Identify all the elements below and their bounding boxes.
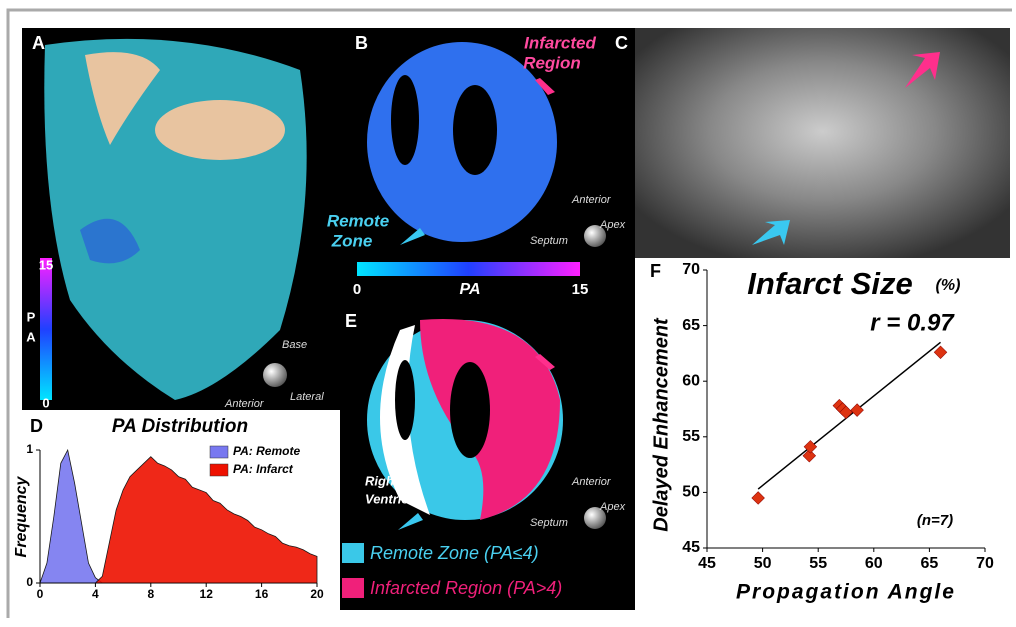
colorbar bbox=[40, 258, 52, 400]
x-tick-label: 20 bbox=[310, 587, 324, 601]
x-tick-label: 60 bbox=[865, 555, 883, 572]
x-tick-label: 8 bbox=[147, 587, 154, 601]
legend-swatch bbox=[209, 463, 229, 477]
y-tick-label: 1 bbox=[26, 442, 33, 456]
orientation-label: Septum bbox=[530, 235, 568, 247]
annotation: Infarcted bbox=[524, 33, 596, 52]
orientation-ball bbox=[584, 507, 606, 529]
colorbar-min: 0 bbox=[353, 281, 361, 298]
valve bbox=[155, 100, 285, 160]
x-tick-label: 55 bbox=[809, 555, 827, 572]
annotation: r = 0.97 bbox=[870, 309, 955, 336]
legend-swatch bbox=[342, 578, 364, 598]
x-tick-label: 0 bbox=[37, 587, 44, 601]
legend-label: Infarcted Region (PA>4) bbox=[370, 578, 562, 598]
x-axis-label: Propagation Angle bbox=[736, 581, 956, 604]
panel-letter: C bbox=[615, 33, 628, 53]
colorbar-max: 15 bbox=[572, 281, 589, 298]
data-point bbox=[850, 403, 864, 417]
colorbar-label: A bbox=[26, 329, 36, 344]
y-tick-label: 60 bbox=[682, 372, 700, 389]
arrow bbox=[752, 220, 790, 245]
x-tick-label: 16 bbox=[255, 587, 269, 601]
arrow bbox=[400, 228, 425, 245]
colorbar-label: P bbox=[27, 309, 36, 324]
orientation-label: Anterior bbox=[224, 398, 265, 410]
colorbar-min: 0 bbox=[42, 395, 49, 410]
cavity bbox=[453, 85, 497, 175]
annotation: Remote bbox=[327, 211, 389, 230]
legend-swatch bbox=[209, 445, 229, 459]
cavity bbox=[391, 75, 419, 165]
annotation: Region bbox=[523, 53, 581, 72]
arrow bbox=[398, 513, 423, 530]
x-tick-label: 70 bbox=[976, 555, 994, 572]
y-tick-label: 65 bbox=[682, 317, 700, 334]
annotation: Right bbox=[365, 473, 399, 488]
annotation: (n=7) bbox=[917, 512, 953, 529]
y-tick-label: 70 bbox=[682, 261, 700, 278]
legend-label: PA: Remote bbox=[233, 444, 300, 458]
cavity bbox=[450, 362, 490, 458]
data-point bbox=[933, 345, 948, 360]
annotation: Ventricle bbox=[365, 491, 419, 506]
title-unit: (%) bbox=[936, 277, 961, 294]
legend-swatch bbox=[342, 543, 364, 563]
data-point bbox=[839, 405, 853, 420]
data-point bbox=[802, 448, 817, 463]
panel-letter: F bbox=[650, 261, 661, 281]
data-point bbox=[803, 440, 818, 454]
data-point bbox=[751, 491, 765, 505]
valve bbox=[85, 52, 160, 146]
y-axis-label: Frequency bbox=[13, 475, 30, 557]
y-axis-label: Delayed Enhancement bbox=[650, 317, 672, 532]
cavity bbox=[395, 360, 415, 440]
orientation-label: Base bbox=[282, 339, 307, 351]
panel-letter: B bbox=[355, 33, 368, 53]
chart-title: PA Distribution bbox=[112, 416, 248, 437]
colorbar-label: PA bbox=[459, 281, 480, 298]
panel-letter: A bbox=[32, 33, 45, 53]
panel-letter: E bbox=[345, 311, 357, 331]
infarct-region bbox=[420, 319, 560, 520]
annotation: Zone bbox=[331, 231, 373, 250]
orientation-ball bbox=[584, 225, 606, 247]
legend-label: PA: Infarct bbox=[233, 462, 294, 476]
y-tick-label: 55 bbox=[682, 428, 700, 445]
arrow bbox=[535, 78, 555, 95]
orientation-label: Anterior bbox=[571, 194, 612, 206]
legend-label: Remote Zone (PA≤4) bbox=[370, 543, 539, 563]
arrow bbox=[535, 354, 555, 370]
area bbox=[40, 456, 318, 584]
colorbar bbox=[357, 262, 580, 276]
orientation-label: Septum bbox=[530, 517, 568, 529]
chart-title: Infarct Size bbox=[747, 266, 912, 301]
border bbox=[6, 8, 1012, 618]
pa-region bbox=[80, 218, 140, 264]
arrow bbox=[905, 52, 940, 88]
x-tick-label: 65 bbox=[921, 555, 939, 572]
orientation-ball bbox=[263, 363, 287, 387]
x-tick-label: 4 bbox=[92, 587, 99, 601]
x-tick-label: 45 bbox=[698, 555, 716, 572]
x-tick-label: 12 bbox=[200, 587, 214, 601]
x-tick-label: 50 bbox=[754, 555, 772, 572]
orientation-label: Apex bbox=[599, 219, 626, 231]
mri-image bbox=[635, 28, 1010, 258]
y-tick-label: 45 bbox=[682, 539, 700, 556]
orientation-label: Lateral bbox=[290, 391, 324, 403]
orientation-label: Apex bbox=[599, 501, 626, 513]
colorbar-max: 15 bbox=[39, 257, 53, 272]
y-tick-label: 50 bbox=[682, 484, 700, 501]
orientation-label: Anterior bbox=[571, 476, 612, 488]
y-tick-label: 0 bbox=[26, 575, 33, 589]
panel-letter: D bbox=[30, 416, 43, 436]
